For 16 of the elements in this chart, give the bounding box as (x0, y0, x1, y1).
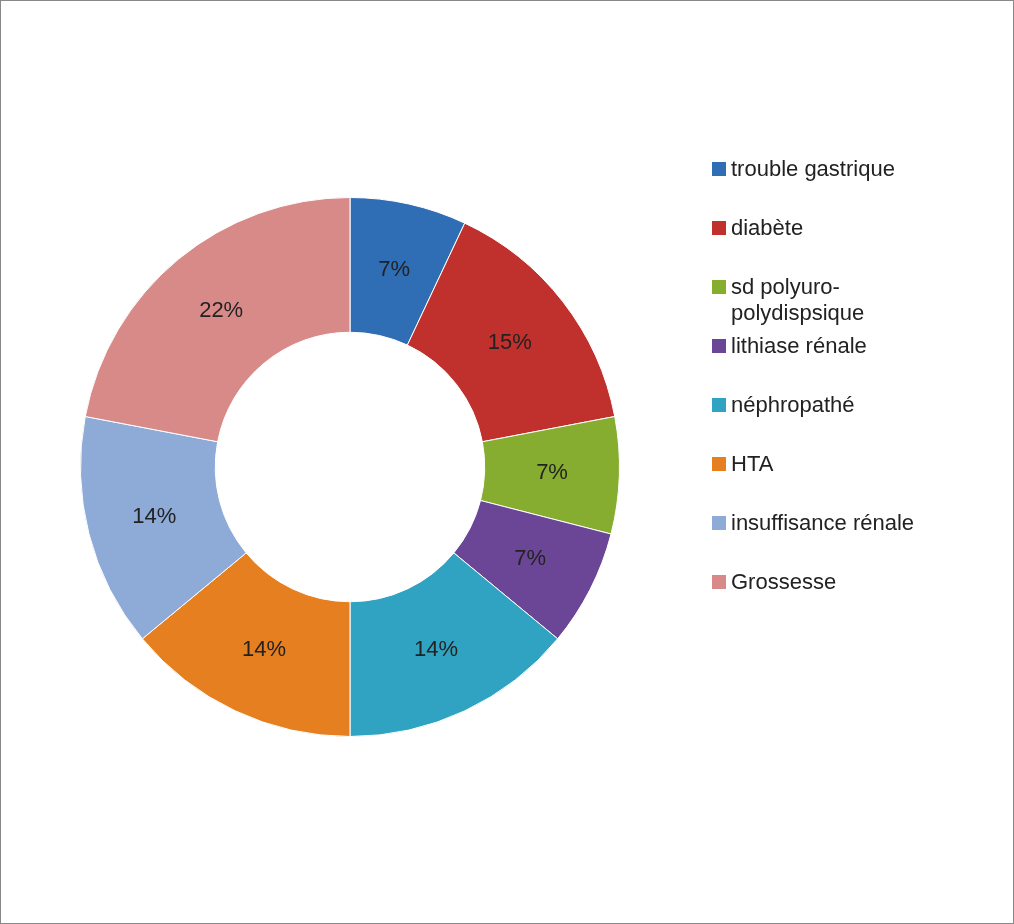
data-label: 7% (378, 255, 410, 281)
legend-label: lithiase rénale (731, 333, 867, 359)
data-label: 7% (514, 544, 546, 570)
data-label: 15% (487, 329, 532, 355)
data-label: 14% (132, 503, 177, 529)
legend-label: trouble gastrique (731, 156, 895, 182)
data-label: 14% (241, 635, 286, 661)
legend-label: diabète (731, 215, 804, 241)
legend-label: sd polyuro-polydispsique (731, 274, 866, 326)
data-label: 14% (414, 635, 459, 661)
legend-label: néphropathé (731, 392, 855, 418)
legend-label: Grossesse (731, 569, 837, 595)
legend-label: HTA (731, 451, 774, 477)
data-label: 7% (536, 459, 568, 485)
legend-label: insuffisance rénale (731, 510, 915, 536)
data-label: 22% (199, 297, 244, 323)
